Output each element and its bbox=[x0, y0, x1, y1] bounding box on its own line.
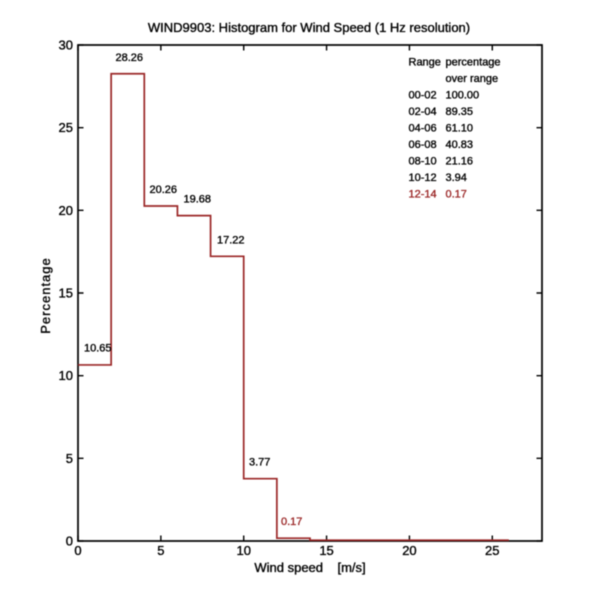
svg-text:0.17: 0.17 bbox=[281, 516, 302, 528]
svg-text:30: 30 bbox=[59, 38, 73, 53]
svg-text:21.16: 21.16 bbox=[446, 156, 474, 168]
svg-text:0.17: 0.17 bbox=[446, 189, 467, 201]
svg-text:28.26: 28.26 bbox=[116, 52, 144, 64]
svg-text:61.10: 61.10 bbox=[446, 123, 474, 135]
svg-text:10: 10 bbox=[59, 368, 73, 383]
svg-text:10: 10 bbox=[236, 543, 250, 558]
svg-text:25: 25 bbox=[59, 120, 73, 135]
svg-text:Range: Range bbox=[409, 57, 441, 69]
svg-text:percentage: percentage bbox=[446, 57, 501, 69]
svg-text:10-12: 10-12 bbox=[409, 172, 437, 184]
svg-text:0: 0 bbox=[74, 543, 81, 558]
svg-text:02-04: 02-04 bbox=[409, 106, 437, 118]
svg-text:20.26: 20.26 bbox=[150, 184, 178, 196]
svg-text:12-14: 12-14 bbox=[409, 189, 437, 201]
svg-text:over range: over range bbox=[446, 73, 499, 85]
svg-text:15: 15 bbox=[319, 543, 333, 558]
svg-text:WIND9903: Histogram for Wind S: WIND9903: Histogram for Wind Speed (1 Hz… bbox=[148, 20, 470, 35]
svg-text:17.22: 17.22 bbox=[217, 235, 245, 247]
svg-text:19.68: 19.68 bbox=[184, 194, 212, 206]
svg-text:20: 20 bbox=[59, 203, 73, 218]
svg-text:5: 5 bbox=[66, 451, 73, 466]
svg-text:Percentage: Percentage bbox=[38, 257, 53, 334]
svg-text:06-08: 06-08 bbox=[409, 139, 437, 151]
svg-text:Wind speed [m/s]: Wind speed [m/s] bbox=[254, 560, 365, 575]
svg-text:40.83: 40.83 bbox=[446, 139, 474, 151]
svg-text:0: 0 bbox=[66, 534, 73, 549]
svg-text:25: 25 bbox=[485, 543, 499, 558]
svg-text:04-06: 04-06 bbox=[409, 123, 437, 135]
svg-text:100.00: 100.00 bbox=[446, 90, 480, 102]
svg-text:3.94: 3.94 bbox=[446, 172, 467, 184]
svg-text:08-10: 08-10 bbox=[409, 156, 437, 168]
svg-text:5: 5 bbox=[157, 543, 164, 558]
svg-text:3.77: 3.77 bbox=[249, 457, 270, 469]
svg-text:00-02: 00-02 bbox=[409, 90, 437, 102]
svg-text:10.65: 10.65 bbox=[84, 343, 112, 355]
svg-text:20: 20 bbox=[402, 543, 416, 558]
svg-text:15: 15 bbox=[59, 286, 73, 301]
svg-text:89.35: 89.35 bbox=[446, 106, 474, 118]
